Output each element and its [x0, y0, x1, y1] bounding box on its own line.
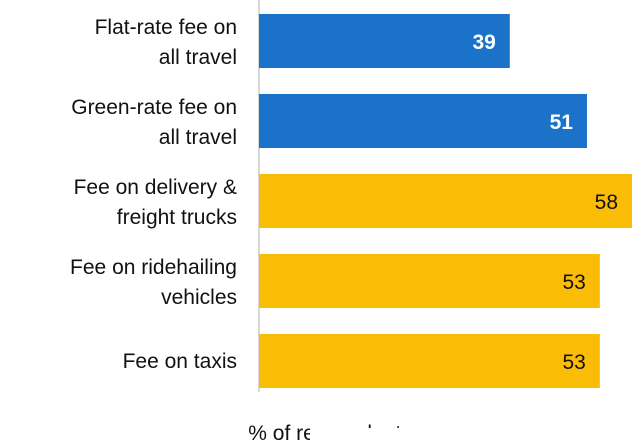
- category-label: Flat-rate fee on all travel: [95, 16, 237, 69]
- bar: [259, 14, 510, 68]
- category-label: Fee on delivery & freight trucks: [74, 176, 237, 229]
- bar-value-label: 39: [472, 31, 495, 54]
- bar: [259, 94, 587, 148]
- bar: [259, 174, 632, 228]
- x-axis-label-mask: [310, 428, 450, 447]
- bar: [259, 334, 600, 388]
- bar-value-label: 51: [550, 111, 574, 134]
- bar-value-label: 58: [595, 191, 618, 214]
- category-label: Fee on ridehailing vehicles: [70, 256, 237, 309]
- category-label: Fee on taxis: [123, 350, 237, 373]
- category-label: Green-rate fee on all travel: [71, 96, 237, 149]
- bar-value-label: 53: [562, 351, 585, 374]
- bar-value-label: 53: [562, 271, 585, 294]
- bar: [259, 254, 600, 308]
- bars-group: 39 Flat-rate fee on all travel 51 Green-rate…: [70, 14, 632, 388]
